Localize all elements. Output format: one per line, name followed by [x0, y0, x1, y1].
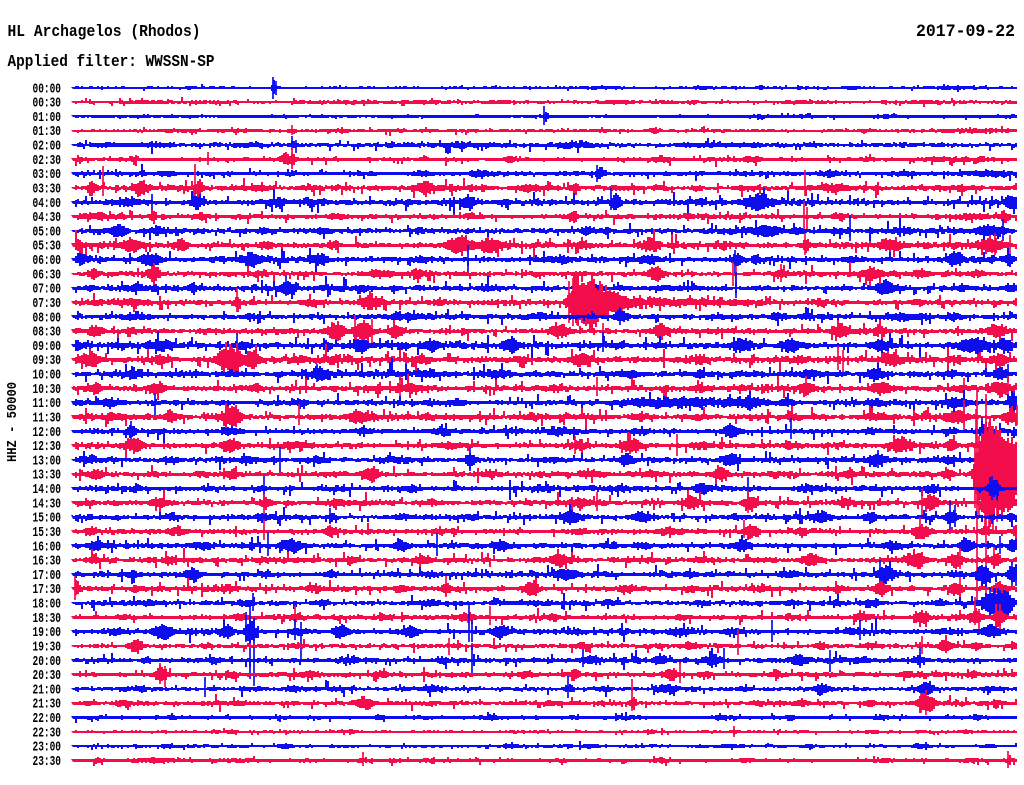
- svg-text:22:30: 22:30: [33, 725, 62, 741]
- svg-text:20:30: 20:30: [33, 668, 62, 684]
- svg-text:17:30: 17:30: [33, 582, 62, 598]
- svg-text:17:00: 17:00: [33, 568, 62, 584]
- svg-text:04:00: 04:00: [33, 196, 62, 212]
- svg-text:12:30: 12:30: [33, 439, 62, 455]
- svg-text:12:00: 12:00: [33, 425, 62, 441]
- svg-text:20:00: 20:00: [33, 654, 62, 670]
- svg-text:18:30: 18:30: [33, 611, 62, 627]
- svg-text:19:30: 19:30: [33, 640, 62, 656]
- svg-text:13:00: 13:00: [33, 453, 62, 469]
- svg-text:23:30: 23:30: [33, 754, 62, 770]
- svg-text:09:30: 09:30: [33, 353, 62, 369]
- svg-text:01:30: 01:30: [33, 124, 62, 140]
- svg-text:02:00: 02:00: [33, 139, 62, 155]
- svg-text:05:30: 05:30: [33, 239, 62, 255]
- svg-text:00:30: 00:30: [33, 96, 62, 112]
- svg-text:2017-09-22: 2017-09-22: [916, 22, 1015, 42]
- svg-text:03:30: 03:30: [33, 182, 62, 198]
- svg-text:01:00: 01:00: [33, 110, 62, 126]
- svg-text:15:30: 15:30: [33, 525, 62, 541]
- svg-text:22:00: 22:00: [33, 711, 62, 727]
- svg-text:09:00: 09:00: [33, 339, 62, 355]
- svg-text:14:00: 14:00: [33, 482, 62, 498]
- svg-text:06:30: 06:30: [33, 267, 62, 283]
- svg-text:07:00: 07:00: [33, 282, 62, 298]
- svg-text:15:00: 15:00: [33, 511, 62, 527]
- svg-text:05:00: 05:00: [33, 224, 62, 240]
- svg-text:00:00: 00:00: [33, 81, 62, 97]
- svg-text:11:30: 11:30: [33, 411, 62, 427]
- svg-text:04:30: 04:30: [33, 210, 62, 226]
- svg-text:14:30: 14:30: [33, 496, 62, 512]
- svg-text:08:00: 08:00: [33, 310, 62, 326]
- svg-text:18:00: 18:00: [33, 597, 62, 613]
- svg-text:11:00: 11:00: [33, 396, 62, 412]
- svg-text:19:00: 19:00: [33, 625, 62, 641]
- svg-text:10:30: 10:30: [33, 382, 62, 398]
- svg-text:HL Archagelos (Rhodos): HL Archagelos (Rhodos): [8, 23, 201, 42]
- svg-text:HHZ - 50000: HHZ - 50000: [6, 382, 21, 462]
- svg-text:07:30: 07:30: [33, 296, 62, 312]
- svg-text:16:00: 16:00: [33, 539, 62, 555]
- svg-text:03:00: 03:00: [33, 167, 62, 183]
- svg-text:Applied filter: WWSSN-SP: Applied filter: WWSSN-SP: [8, 53, 215, 72]
- svg-text:23:00: 23:00: [33, 740, 62, 756]
- svg-text:21:00: 21:00: [33, 682, 62, 698]
- svg-text:02:30: 02:30: [33, 153, 62, 169]
- svg-text:13:30: 13:30: [33, 468, 62, 484]
- svg-text:08:30: 08:30: [33, 325, 62, 341]
- svg-text:06:00: 06:00: [33, 253, 62, 269]
- svg-text:21:30: 21:30: [33, 697, 62, 713]
- svg-text:16:30: 16:30: [33, 554, 62, 570]
- svg-text:10:00: 10:00: [33, 368, 62, 384]
